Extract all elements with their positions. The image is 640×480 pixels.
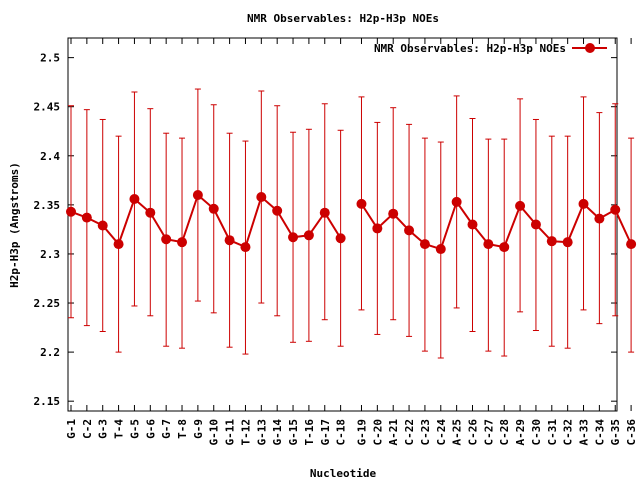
x-tick-label: C-23	[419, 419, 432, 446]
data-point	[626, 239, 637, 250]
legend: NMR Observables: H2p-H3p NOEs	[374, 42, 607, 55]
x-tick-label: C-28	[498, 419, 511, 446]
data-point	[129, 193, 140, 204]
data-point	[499, 242, 510, 253]
x-tick-label: G-9	[192, 419, 205, 439]
data-point	[483, 239, 494, 250]
y-tick-label: 2.5	[40, 52, 60, 65]
x-tick-label: G-13	[255, 419, 268, 446]
data-point	[578, 198, 589, 209]
data-point	[404, 225, 415, 236]
data-point	[81, 212, 92, 223]
x-tick-label: G-19	[355, 419, 368, 446]
series-line	[70, 193, 342, 249]
data-point	[372, 223, 383, 234]
series-line	[360, 199, 633, 251]
x-tick-label: C-18	[335, 419, 348, 446]
data-point	[515, 200, 526, 211]
data-point	[177, 237, 188, 248]
y-axis-label: H2p-H3p (Angstroms)	[8, 162, 21, 288]
data-point	[97, 220, 108, 231]
data-point	[192, 190, 203, 201]
data-point	[224, 235, 235, 246]
data-point	[594, 213, 605, 224]
data-point	[303, 230, 314, 241]
x-tick-label: C-22	[403, 419, 416, 446]
x-tick-label: T-12	[239, 419, 252, 446]
data-point	[610, 204, 621, 215]
x-tick-label: T-16	[303, 419, 316, 446]
data-point	[356, 198, 367, 209]
x-tick-label: T-8	[176, 419, 189, 439]
x-tick-label: C-20	[371, 419, 384, 446]
data-point	[113, 239, 124, 250]
data-point	[240, 242, 251, 253]
y-tick-label: 2.4	[40, 150, 60, 163]
x-axis-label: Nucleotide	[310, 467, 377, 480]
x-tick-label: G-11	[224, 419, 237, 446]
data-point	[145, 207, 156, 218]
x-tick-label: A-25	[451, 419, 464, 446]
legend-marker	[585, 43, 595, 53]
data-point	[467, 219, 478, 230]
data-point	[256, 192, 267, 203]
data-point	[562, 237, 573, 248]
legend-label: NMR Observables: H2p-H3p NOEs	[374, 42, 566, 55]
data-point	[288, 232, 299, 243]
x-tick-label: G-35	[609, 419, 622, 446]
x-tick-label: G-17	[319, 419, 332, 446]
x-tick-label: C-30	[530, 419, 543, 446]
y-tick-label: 2.25	[34, 297, 61, 310]
y-tick-label: 2.3	[40, 248, 60, 261]
data-point	[272, 205, 283, 216]
data-point	[66, 206, 76, 217]
x-tick-label: C-2	[81, 419, 94, 439]
x-tick-label: C-31	[546, 419, 559, 446]
x-tick-label: G-15	[287, 419, 300, 446]
y-tick-label: 2.15	[34, 395, 61, 408]
x-tick-label: G-7	[160, 419, 173, 439]
y-tick-label: 2.35	[34, 199, 61, 212]
data-point	[161, 234, 172, 245]
x-tick-label: C-32	[562, 419, 575, 446]
x-tick-label: G-1	[65, 419, 78, 439]
data-point	[435, 244, 446, 255]
plot-area: 2.15 2.2 2.25 2.3 2.35 2.4 2.45 2.5 G-1 C-2 G-3 T-4…	[34, 37, 638, 446]
plot-frame	[67, 37, 618, 412]
x-tick-label: C-36	[625, 419, 638, 446]
data-point	[388, 208, 399, 219]
data-point	[208, 203, 219, 214]
x-tick-label: G-5	[128, 419, 141, 439]
x-tick-label: G-14	[271, 419, 284, 446]
chart-title: NMR Observables: H2p-H3p NOEs	[247, 12, 439, 25]
x-tick-label: C-24	[435, 419, 448, 446]
x-tick-label: C-26	[467, 419, 480, 446]
x-tick-label: G-10	[208, 419, 221, 446]
x-tick-label: A-29	[514, 419, 527, 446]
x-tick-label: C-34	[593, 419, 606, 446]
x-tick-label: A-33	[578, 419, 591, 446]
x-tick-label: G-3	[97, 419, 110, 439]
x-tick-label: A-21	[387, 419, 400, 446]
x-tick-label: G-6	[144, 419, 157, 439]
data-point	[319, 207, 330, 218]
y-tick-label: 2.45	[34, 101, 61, 114]
data-point	[451, 196, 462, 207]
x-tick-label: C-27	[482, 419, 495, 446]
data-point	[335, 233, 346, 244]
data-point	[546, 236, 557, 247]
y-tick-label: 2.2	[40, 346, 60, 359]
data-point	[530, 219, 541, 230]
data-point	[419, 239, 430, 250]
x-tick-label: T-4	[113, 419, 126, 439]
